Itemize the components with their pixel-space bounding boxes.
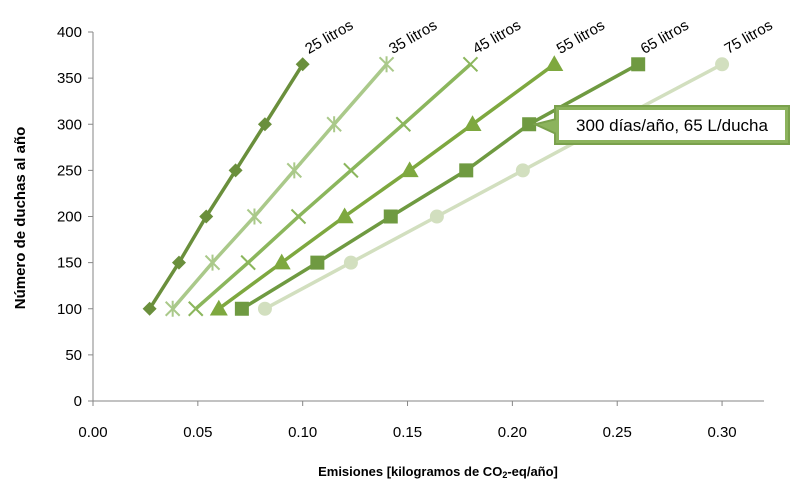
data-point <box>631 57 645 71</box>
x-axis-title-main: Emisiones [kilogramos de CO <box>318 464 502 479</box>
data-point <box>715 57 729 71</box>
data-point <box>310 256 324 270</box>
series-65-litros <box>235 57 645 315</box>
series-25-litros <box>143 57 310 315</box>
data-point <box>247 209 261 225</box>
series-75-litros <box>258 57 729 315</box>
data-point <box>206 255 220 271</box>
series-label: 35 litros <box>386 17 440 58</box>
series-55-litros <box>210 55 564 315</box>
data-point <box>327 116 341 132</box>
data-point <box>291 210 305 224</box>
data-point <box>189 302 203 316</box>
series-label: 25 litros <box>302 17 356 58</box>
data-point <box>235 302 249 316</box>
y-tick-label: 100 <box>57 301 82 318</box>
data-point <box>166 301 180 317</box>
y-tick-label: 150 <box>57 255 82 272</box>
series-35-litros <box>166 56 394 316</box>
series-label: 75 litros <box>722 17 776 58</box>
data-point <box>396 117 410 131</box>
x-axis-title-end: -eq/año] <box>507 464 558 479</box>
data-point <box>463 57 477 71</box>
data-point <box>344 256 358 270</box>
y-tick-label: 350 <box>57 70 82 87</box>
data-point <box>430 210 444 224</box>
series-label: 55 litros <box>554 17 608 58</box>
series-line <box>219 64 555 308</box>
data-point <box>545 55 563 71</box>
y-tick-label: 50 <box>65 347 82 364</box>
y-tick-label: 250 <box>57 162 82 179</box>
x-axis-title: Emisiones [kilogramos de CO2-eq/año] <box>318 464 558 480</box>
data-point <box>459 163 473 177</box>
callout-text: 300 días/año, 65 L/ducha <box>576 116 768 135</box>
data-point <box>516 163 530 177</box>
y-axis-title: Número de duchas al año <box>12 127 29 310</box>
series-label: 45 litros <box>470 17 524 58</box>
data-point <box>287 162 301 178</box>
x-tick-label: 0.25 <box>603 424 632 441</box>
data-point <box>384 210 398 224</box>
x-tick-label: 0.05 <box>183 424 212 441</box>
data-point <box>241 256 255 270</box>
y-tick-label: 0 <box>74 393 82 410</box>
data-point <box>258 302 272 316</box>
y-tick-label: 300 <box>57 116 82 133</box>
x-tick-label: 0.00 <box>78 424 107 441</box>
series-layer <box>143 55 729 316</box>
x-tick-label: 0.10 <box>288 424 317 441</box>
series-45-litros <box>189 57 478 315</box>
y-tick-label: 200 <box>57 209 82 226</box>
x-tick-label: 0.30 <box>707 424 736 441</box>
y-tick-label: 400 <box>57 24 82 41</box>
x-tick-label: 0.15 <box>393 424 422 441</box>
data-point <box>380 56 394 72</box>
callout: 300 días/año, 65 L/ducha <box>535 106 789 144</box>
data-point <box>344 163 358 177</box>
x-tick-label: 0.20 <box>498 424 527 441</box>
series-line <box>242 64 638 308</box>
data-point <box>336 208 354 224</box>
series-label: 65 litros <box>638 17 692 58</box>
labels-layer: 25 litros 35 litros 45 litros 55 litros 65 l… <box>302 17 775 58</box>
